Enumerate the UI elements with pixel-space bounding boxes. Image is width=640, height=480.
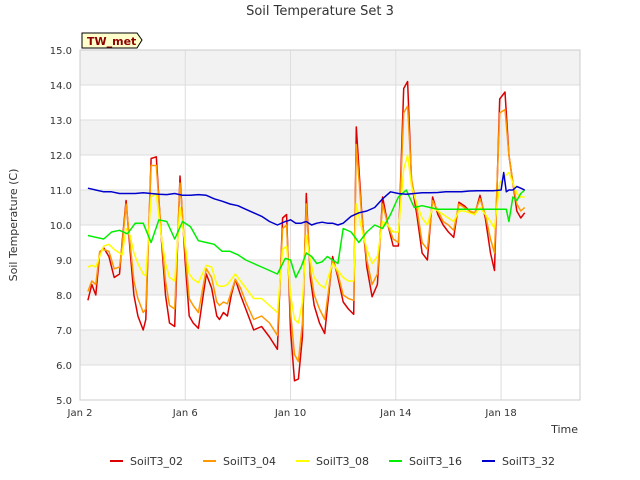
y-axis-label: Soil Temperature (C) [7, 169, 20, 282]
badge-shape [81, 32, 143, 49]
legend-label: SoilT3_02 [130, 455, 183, 468]
y-tick-label: 5.0 [56, 396, 72, 407]
legend-label: SoilT3_08 [316, 455, 369, 468]
series-line-soilt3-02 [87, 80, 526, 382]
legend-label: SoilT3_04 [223, 455, 276, 468]
band [80, 120, 580, 155]
series-line-soilt3-08 [87, 154, 525, 324]
plot-area [79, 49, 581, 401]
y-tick-label: 9.0 [56, 256, 72, 267]
x-tick-label: Jan 6 [172, 408, 198, 419]
legend-label: SoilT3_16 [409, 455, 462, 468]
y-tick-label: 11.0 [50, 186, 72, 197]
x-axis-ticks: Jan 2 Jan 6 Jan 10 Jan 14 Jan 18 [67, 408, 517, 419]
band [80, 330, 580, 365]
y-tick-label: 14.0 [50, 81, 72, 92]
y-tick-label: 13.0 [50, 116, 72, 127]
y-axis-ticks: 5.0 6.0 7.0 8.0 9.0 10.0 11.0 12.0 13.0 14.0 15.0 [50, 46, 72, 407]
series-line-soilt3-04 [87, 105, 526, 363]
y-tick-label: 10.0 [50, 221, 72, 232]
x-tick-label: Jan 2 [67, 408, 93, 419]
y-tick-label: 8.0 [56, 291, 72, 302]
y-tick-label: 7.0 [56, 326, 72, 337]
x-tick-label: Jan 10 [274, 408, 306, 419]
y-tick-label: 6.0 [56, 361, 72, 372]
series-line-soilt3-16 [87, 189, 526, 279]
band [80, 50, 580, 85]
chart-title: Soil Temperature Set 3 [246, 4, 394, 19]
series-lines [87, 80, 526, 382]
series-line-soilt3-32 [87, 171, 526, 226]
x-axis-label: Time [550, 423, 578, 436]
station-badge: TW_met [81, 32, 143, 49]
x-tick-label: Jan 18 [484, 408, 516, 419]
legend: SoilT3_02 SoilT3_04 SoilT3_08 SoilT3_16 Soil… [110, 455, 555, 468]
y-tick-label: 15.0 [50, 46, 72, 57]
x-tick-label: Jan 14 [379, 408, 411, 419]
legend-label: SoilT3_32 [502, 455, 555, 468]
y-tick-label: 12.0 [50, 151, 72, 162]
badge-label: TW_met [87, 35, 136, 48]
